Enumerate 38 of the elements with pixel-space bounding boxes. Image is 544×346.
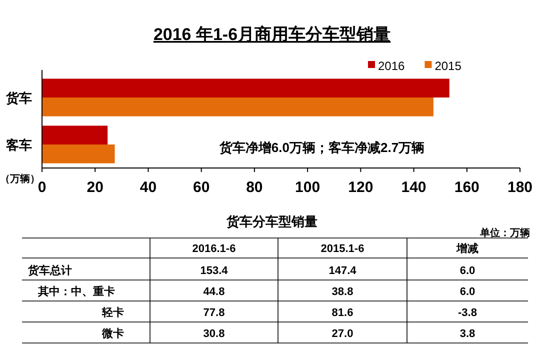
y-tick-label: 客车 <box>5 138 32 152</box>
x-axis-title: （万辆） <box>0 173 40 185</box>
chart-title: 2016 年1-6月商用车分车型销量 <box>153 25 391 44</box>
data-label: 6.0 <box>460 265 476 277</box>
data-label: 6.0 <box>460 286 476 298</box>
data-label: 27.0 <box>332 328 354 340</box>
text: 单位：万辆 <box>479 227 530 239</box>
x-tick-label: 20 <box>86 179 104 196</box>
legend-label: 2015 <box>434 59 462 73</box>
data-label: 3.8 <box>460 328 476 340</box>
category-label: 货车总计 <box>27 264 72 277</box>
x-tick-label: 60 <box>192 179 210 196</box>
category-label: 其中：中、重卡 <box>37 285 115 298</box>
x-tick-label: 140 <box>401 179 426 196</box>
data-label: 81.6 <box>332 307 354 319</box>
x-tick-label: 120 <box>348 179 374 196</box>
annotation: 货车净增6.0万辆；客车净减2.7万辆 <box>218 140 425 155</box>
x-tick-label: 0 <box>38 179 46 196</box>
x-tick-label: 160 <box>454 179 480 196</box>
text: 增减 <box>456 242 478 255</box>
text: 2016.1-6 <box>192 243 236 255</box>
text: 2015.1-6 <box>320 243 364 255</box>
category-label: 轻卡 <box>101 306 124 319</box>
x-tick-label: 100 <box>295 179 320 196</box>
data-label: 38.8 <box>332 286 354 298</box>
y-tick-label: 货车 <box>5 90 32 106</box>
text: 货车分车型销量 <box>226 214 318 229</box>
data-label: 153.4 <box>200 265 229 277</box>
category-label: 微卡 <box>101 327 124 340</box>
x-tick-label: 40 <box>140 179 157 196</box>
x-tick-label: 180 <box>507 179 533 196</box>
legend-label: 2016 <box>378 59 406 73</box>
data-label: 30.8 <box>203 328 225 340</box>
data-label: 77.8 <box>203 307 225 319</box>
data-label: -3.8 <box>458 307 477 319</box>
data-label: 147.4 <box>328 265 358 277</box>
x-tick-label: 80 <box>246 179 263 196</box>
data-label: 44.8 <box>203 286 225 298</box>
